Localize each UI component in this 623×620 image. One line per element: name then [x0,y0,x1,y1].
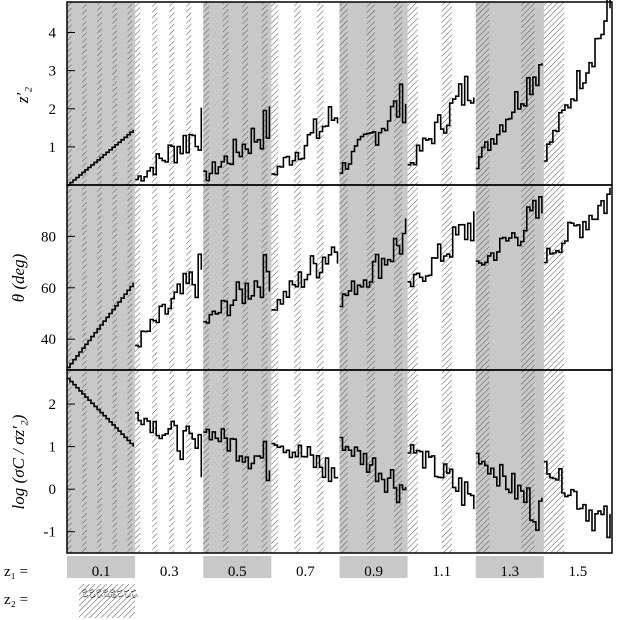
z2-strip [222,2,229,553]
panel1-ylabel: z′₂ [13,87,32,104]
panel3-ylabel: log (σC / σz′₂) [9,414,28,509]
z2-label: 1.1 [115,588,125,599]
z1-label: 0.5 [228,564,247,580]
panel1-tick-label: 4 [49,26,57,42]
z2-strip [521,2,535,553]
z2-strip [112,2,117,553]
z2-strip [475,2,490,553]
panel3-tick-label: -1 [44,525,57,541]
log_sigma-curve-1.1 [407,444,475,510]
panel3-tick-label: 1 [49,440,57,456]
log_sigma-curve-0.5 [203,428,271,482]
panel1-tick-label: 2 [49,102,57,118]
z2-label: 0.7 [101,588,111,599]
z2-strip [394,2,403,553]
log_sigma-curve-0.9 [339,436,407,504]
z2prime-curve-1.5 [543,0,611,162]
panel1-tick-label: 3 [49,64,57,80]
panel3-tick-labels: -1 0 1 2 [44,397,57,541]
z1-label-band-0.9 [339,556,408,578]
z1-label: 0.7 [296,564,315,580]
z2-strip [242,2,249,553]
z2-prefix: z₂ = [4,592,28,608]
panel2-tick-label: 60 [41,281,56,297]
z2-strip [339,2,348,553]
z2prime-curve-0.7 [271,106,339,176]
z2prime-curve-0.1 [67,129,134,186]
panel1-tick-labels: 1 2 3 4 [49,26,57,156]
z1-label: 0.1 [92,564,111,580]
theta-curve-1.5 [543,187,611,264]
theta-curve-1.3 [475,196,543,266]
z2-strip [271,2,279,553]
z1-band-0.5 [203,2,272,553]
log_sigma-curve-0.7 [271,442,339,483]
z1-prefix: z₁ = [4,564,28,580]
z2-hatch-strips [67,2,565,618]
z2-label: 1.3 [122,588,132,599]
panel-frame-3 [66,369,613,554]
panel-frames [66,1,613,554]
panel1-tick-label: 1 [49,140,57,156]
panel3-tick-label: 2 [49,397,57,413]
z2-strip [366,2,375,553]
z1-label-band-1.3 [475,556,544,578]
log_sigma-curve-0.3 [135,411,203,478]
z2-strip [441,2,452,553]
z2-strip [152,2,158,553]
panel2-tick-label: 40 [41,332,56,348]
theta-curve-0.7 [271,246,339,311]
z1-label: 1.5 [569,564,588,580]
z2-strip [97,2,102,553]
z1-label: 1.3 [500,564,519,580]
log_sigma-curve-1.5 [543,460,611,539]
z2-label: 0.3 [87,588,97,599]
z2-label: 1.5 [129,588,139,599]
z2-footer-hatch [79,584,135,618]
z2prime-curve-1.1 [407,75,475,166]
z1-label-band-0.5 [203,556,272,578]
panel2-ylabel: θ (deg) [9,253,28,302]
z2-strip [82,2,87,553]
theta-curve-0.5 [203,253,271,324]
z2prime-curve-0.5 [203,106,271,182]
z1-labels: 0.1 0.3 0.5 0.7 0.9 1.1 1.3 1.5 [92,564,588,580]
z2-strip [543,2,565,553]
z2-strip [407,2,418,553]
panel3-tick-label: 0 [49,482,57,498]
z2prime-curve-1.3 [475,63,543,170]
z2-strip [261,2,268,553]
z2-strip [203,2,210,553]
z2-strip [67,2,72,553]
z1-label: 1.1 [432,564,451,580]
z2-label: 0.5 [94,588,104,599]
log_sigma-curve-1.3 [475,452,543,532]
log_sigma-curve-0.1 [67,377,134,447]
z2-strip [294,2,301,553]
panel2-tick-labels: 40 60 80 [41,229,56,348]
z2-strip [169,2,175,553]
z2-strip [127,2,133,553]
theta-curve-1.1 [407,211,475,288]
z2-label: 0.1 [80,588,90,599]
z1-label-band-0.1 [67,556,136,578]
z1-label: 0.3 [160,564,179,580]
z2prime-curve-0.3 [135,107,203,182]
z1-label: 0.9 [364,564,383,580]
z2-label: 0.9 [108,588,118,599]
y-ticks [67,32,75,533]
panel2-tick-label: 80 [41,229,56,245]
theta-curve-0.3 [135,253,203,348]
z2prime-curve-0.9 [339,83,407,174]
theta-curve-0.1 [67,282,134,369]
theta-curve-0.9 [339,218,407,308]
z2-labels: 0.1 0.3 0.5 0.7 0.9 1.1 1.3 1.5 [80,588,139,599]
data-curves [67,0,611,539]
z2-strip [135,2,141,553]
